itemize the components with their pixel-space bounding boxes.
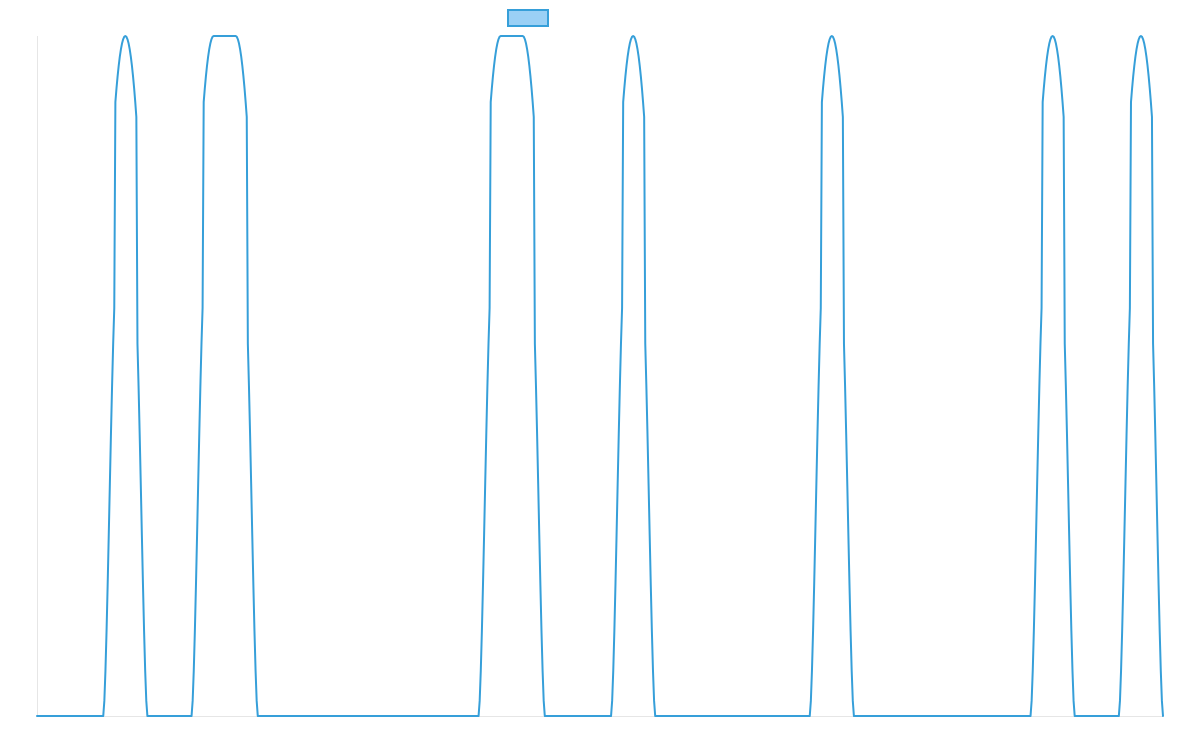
series-line-0 (36, 35, 1164, 717)
legend-swatch-0[interactable] (507, 9, 549, 27)
legend[interactable] (507, 9, 549, 27)
series-layer (36, 35, 1164, 717)
